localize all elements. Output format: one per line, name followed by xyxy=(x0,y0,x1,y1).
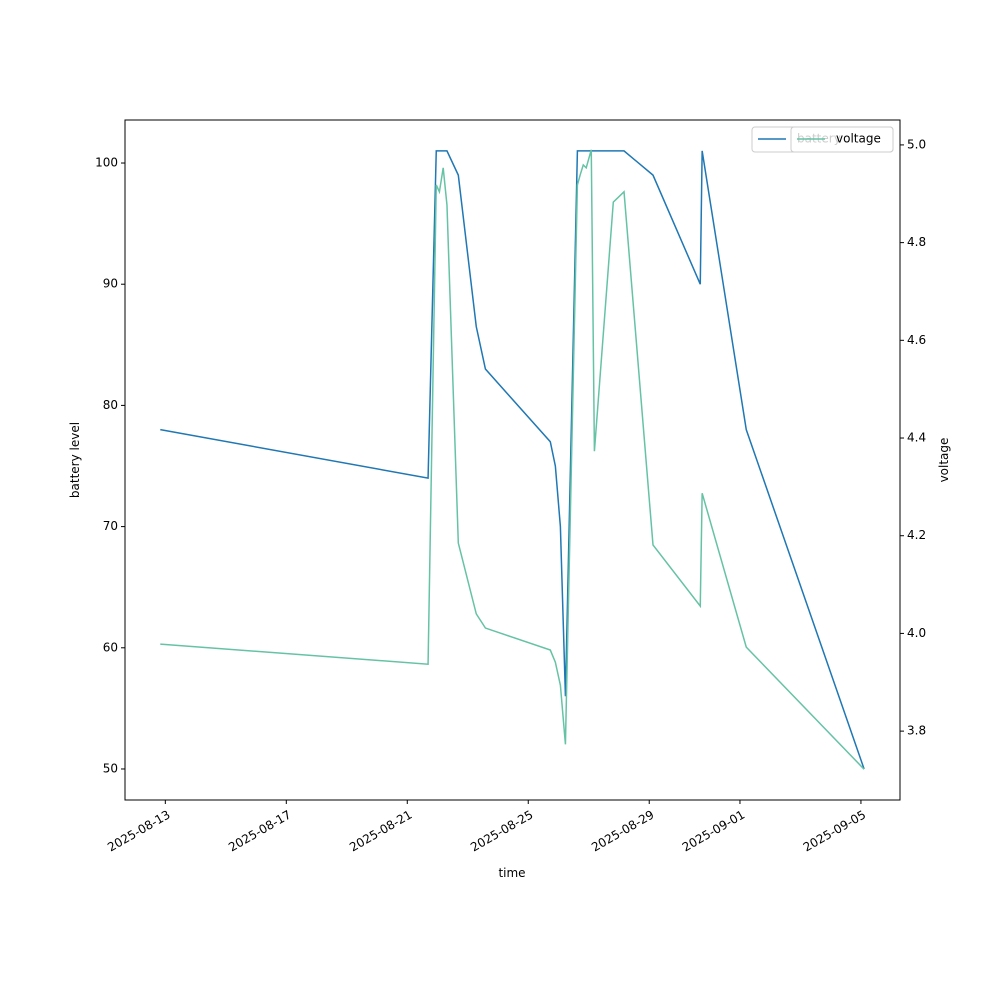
y-tick-label: 70 xyxy=(103,519,118,533)
x-tick-label: 2025-08-17 xyxy=(226,808,293,855)
x-tick-label: 2025-08-21 xyxy=(347,808,414,855)
y-axis-label: battery level xyxy=(68,422,82,498)
legend-box xyxy=(790,126,894,153)
x-axis-label: time xyxy=(498,866,525,880)
x-tick-label: 2025-08-25 xyxy=(468,808,535,855)
y2-tick-label: 4.2 xyxy=(907,528,926,542)
legend-label: voltage xyxy=(836,132,881,146)
series-line xyxy=(160,150,865,770)
y-tick-label: 90 xyxy=(103,277,118,291)
y-tick-label: 100 xyxy=(95,156,118,170)
y-tick-label: 80 xyxy=(103,398,118,412)
plot-frame xyxy=(124,119,901,801)
y2-tick-label: 4.4 xyxy=(907,431,926,445)
x-tick-label: 2025-09-01 xyxy=(680,808,747,855)
y2-tick-label: 4.0 xyxy=(907,626,926,640)
x-tick-label: 2025-08-29 xyxy=(589,808,656,855)
series-line xyxy=(160,149,865,770)
y2-tick-label: 4.8 xyxy=(907,235,926,249)
y2-axis-label: voltage xyxy=(937,438,951,483)
y2-tick-label: 3.8 xyxy=(907,724,926,738)
y-tick-label: 50 xyxy=(103,761,118,775)
y2-tick-label: 4.6 xyxy=(907,333,926,347)
y2-tick-label: 5.0 xyxy=(907,137,926,151)
y-tick-label: 60 xyxy=(103,640,118,654)
x-tick-label: 2025-09-05 xyxy=(801,808,868,855)
x-tick-label: 2025-08-13 xyxy=(105,808,172,855)
